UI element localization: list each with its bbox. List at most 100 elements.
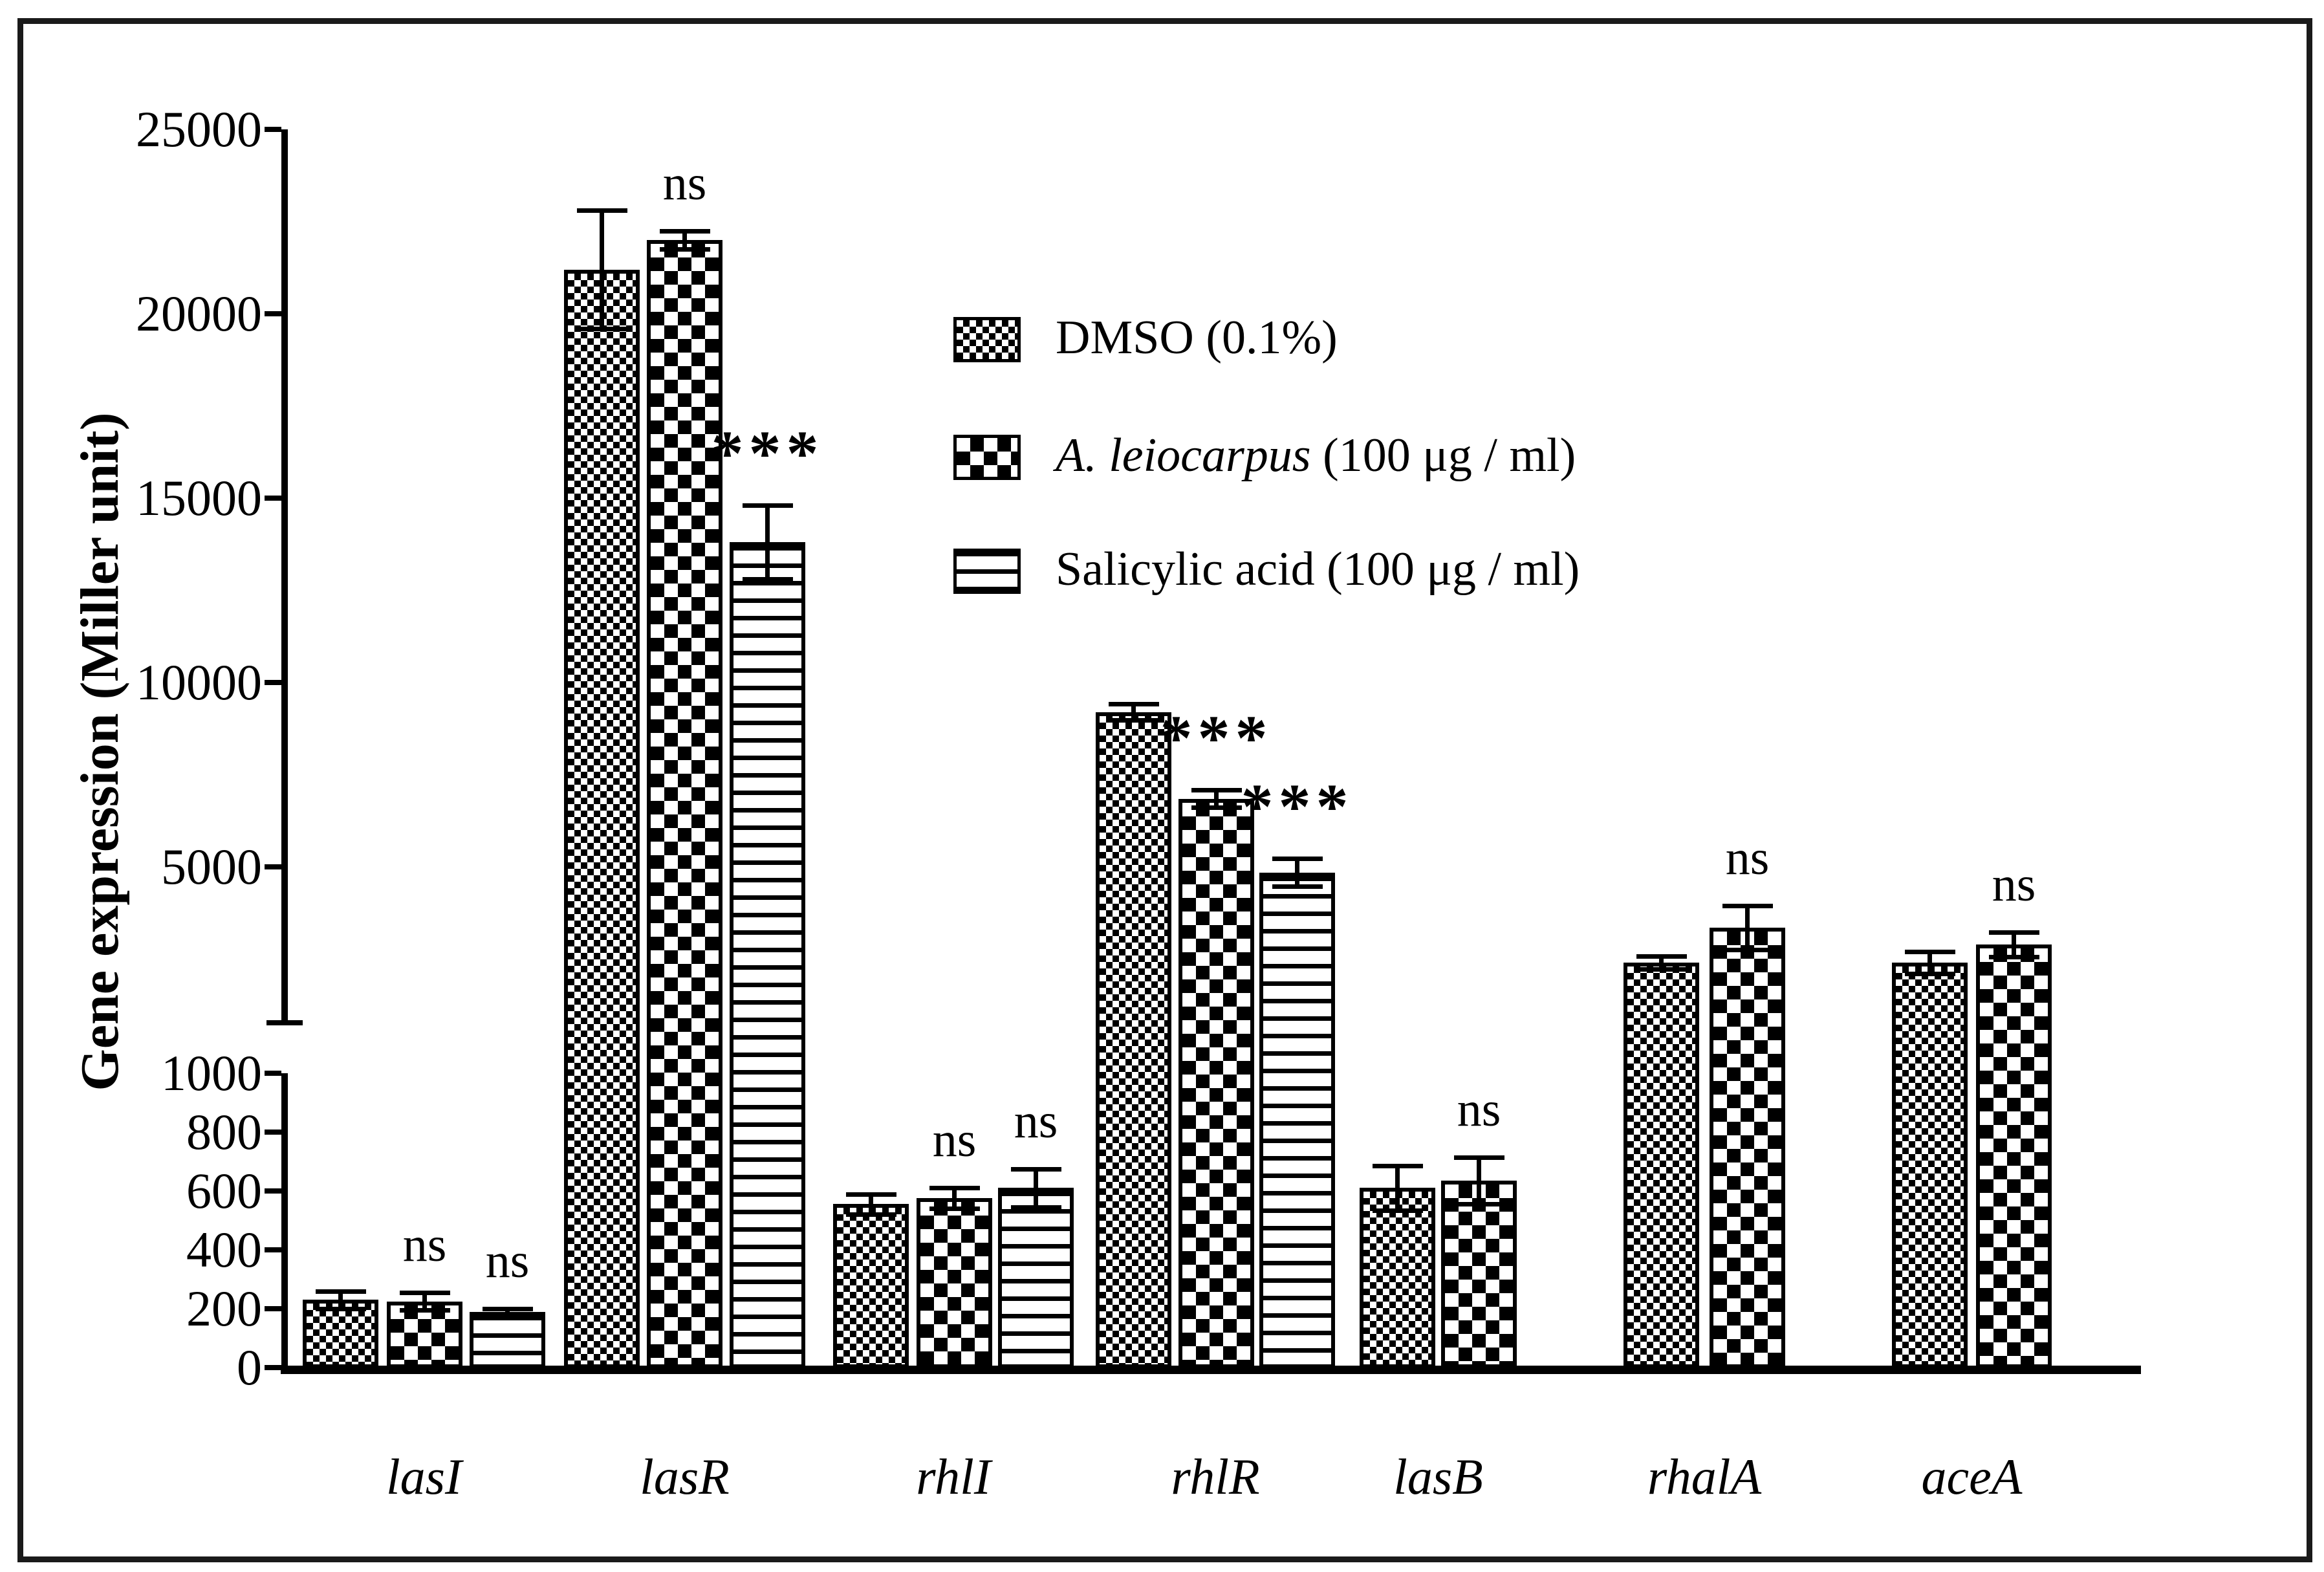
figure-border bbox=[17, 18, 2312, 1562]
bar-lasB-series2 bbox=[1441, 1181, 1517, 1368]
y-tick bbox=[265, 311, 281, 316]
y-axis-upper-segment bbox=[281, 129, 288, 1023]
error-bar-cap-bottom bbox=[1722, 948, 1773, 953]
y-tick-label: 400 bbox=[186, 1221, 262, 1278]
bar-rhalA-series2 bbox=[1710, 928, 1785, 1368]
error-bar-rhlI-series2 bbox=[952, 1188, 957, 1209]
error-bar-rhlI-series1 bbox=[869, 1194, 873, 1215]
error-bar-cap-top bbox=[315, 1289, 366, 1294]
y-tick-label: 600 bbox=[186, 1163, 262, 1219]
x-label-rhalA: rhalA bbox=[1647, 1448, 1762, 1505]
bar-lasR-series1 bbox=[564, 269, 640, 1368]
error-bar-cap-bottom bbox=[1453, 1202, 1504, 1207]
error-bar-lasR-series2 bbox=[682, 230, 687, 250]
y-tick-label: 25000 bbox=[136, 101, 262, 157]
error-bar-cap-top bbox=[929, 1186, 980, 1191]
error-bar-cap-bottom bbox=[482, 1313, 533, 1318]
x-label-rhlI: rhlI bbox=[916, 1448, 991, 1505]
error-bar-cap-top bbox=[659, 228, 710, 234]
bar-rhlI-series2 bbox=[917, 1198, 992, 1368]
y-tick-label: 1000 bbox=[161, 1045, 262, 1101]
error-bar-lasB-series1 bbox=[1395, 1166, 1400, 1210]
significance-label-lasI-series2: ns bbox=[402, 1217, 447, 1272]
error-bar-rhlR-series1 bbox=[1131, 704, 1136, 721]
error-bar-cap-top bbox=[482, 1307, 533, 1311]
error-bar-rhalA-series2 bbox=[1745, 905, 1750, 950]
y-tick bbox=[265, 1306, 281, 1311]
bar-aceA-series1 bbox=[1892, 963, 1968, 1368]
bar-lasI-series3 bbox=[470, 1311, 545, 1368]
legend-label-coarse-checker: A. leiocarpus (100 μg / ml) bbox=[1056, 429, 1576, 482]
error-bar-cap-top bbox=[1191, 788, 1242, 793]
error-bar-cap-bottom bbox=[1272, 884, 1323, 890]
error-bar-cap-bottom bbox=[845, 1212, 896, 1217]
error-bar-rhlI-series3 bbox=[1034, 1168, 1038, 1208]
error-bar-cap-top bbox=[1636, 954, 1687, 959]
error-bar-cap-top bbox=[1272, 856, 1323, 861]
bar-rhlI-series1 bbox=[833, 1204, 909, 1368]
error-bar-cap-top bbox=[845, 1192, 896, 1197]
x-label-lasR: lasR bbox=[640, 1448, 730, 1505]
y-tick-label: 0 bbox=[237, 1339, 262, 1395]
y-tick bbox=[265, 680, 281, 685]
error-bar-rhlR-series2 bbox=[1214, 790, 1219, 807]
legend-label-horizontal-lines: Salicylic acid (100 μg / ml) bbox=[1056, 543, 1580, 596]
error-bar-cap-top bbox=[1108, 702, 1159, 707]
error-bar-rhalA-series1 bbox=[1659, 955, 1664, 970]
error-bar-cap-top bbox=[1010, 1166, 1061, 1172]
error-bar-cap-bottom bbox=[1988, 954, 2039, 959]
bar-lasR-series3 bbox=[730, 542, 805, 1368]
y-tick bbox=[265, 1365, 281, 1370]
error-bar-cap-bottom bbox=[1191, 805, 1242, 810]
y-tick-label: 800 bbox=[186, 1104, 262, 1160]
error-bar-lasI-series2 bbox=[422, 1292, 427, 1311]
significance-label-rhlR-series2: *** bbox=[1160, 702, 1273, 774]
significance-label-lasR-series3: *** bbox=[711, 417, 824, 490]
significance-label-rhalA-series2: ns bbox=[1725, 830, 1770, 885]
error-bar-cap-bottom bbox=[1372, 1208, 1423, 1213]
error-bar-aceA-series2 bbox=[2012, 932, 2016, 957]
error-bar-lasR-series3 bbox=[765, 505, 770, 580]
y-tick bbox=[265, 1247, 281, 1252]
bar-rhlI-series3 bbox=[998, 1188, 1074, 1368]
y-tick-label: 15000 bbox=[136, 470, 262, 526]
bar-rhalA-series1 bbox=[1624, 963, 1699, 1368]
legend-swatch-fine-checker bbox=[953, 317, 1021, 362]
legend-swatch-horizontal-lines bbox=[953, 549, 1021, 594]
y-tick bbox=[265, 1130, 281, 1135]
y-tick bbox=[265, 496, 281, 501]
y-tick-label: 200 bbox=[186, 1280, 262, 1337]
error-bar-lasR-series1 bbox=[600, 210, 604, 329]
y-axis-lower-segment bbox=[281, 1073, 288, 1374]
error-bar-cap-bottom bbox=[742, 577, 793, 582]
x-label-lasI: lasI bbox=[386, 1448, 462, 1505]
error-bar-cap-top bbox=[1372, 1164, 1423, 1169]
y-tick-label: 20000 bbox=[136, 285, 262, 342]
error-bar-cap-bottom bbox=[1108, 718, 1159, 723]
x-label-aceA: aceA bbox=[1921, 1448, 2023, 1505]
error-bar-cap-top bbox=[399, 1290, 450, 1295]
error-bar-lasI-series1 bbox=[338, 1291, 343, 1309]
significance-label-rhlI-series2: ns bbox=[932, 1113, 977, 1168]
error-bar-cap-top bbox=[1988, 930, 2039, 935]
significance-label-lasB-series2: ns bbox=[1457, 1082, 1501, 1137]
error-bar-cap-bottom bbox=[399, 1308, 450, 1313]
bar-rhlR-series2 bbox=[1178, 798, 1254, 1368]
error-bar-cap-bottom bbox=[315, 1307, 366, 1311]
y-tick bbox=[265, 864, 281, 869]
error-bar-cap-top bbox=[1453, 1155, 1504, 1160]
y-axis-break-end-tick bbox=[266, 1020, 303, 1025]
legend-label-fine-checker: DMSO (0.1%) bbox=[1056, 311, 1338, 364]
error-bar-cap-top bbox=[742, 503, 793, 508]
error-bar-cap-top bbox=[1904, 950, 1955, 955]
bar-lasB-series1 bbox=[1360, 1188, 1435, 1368]
y-tick-label: 10000 bbox=[136, 654, 262, 710]
error-bar-cap-bottom bbox=[576, 326, 627, 331]
legend-swatch-coarse-checker bbox=[953, 435, 1021, 480]
error-bar-cap-bottom bbox=[659, 247, 710, 252]
error-bar-cap-top bbox=[576, 208, 627, 213]
error-bar-lasB-series2 bbox=[1477, 1157, 1481, 1205]
error-bar-cap-bottom bbox=[1636, 967, 1687, 972]
error-bar-rhlR-series3 bbox=[1295, 858, 1299, 887]
